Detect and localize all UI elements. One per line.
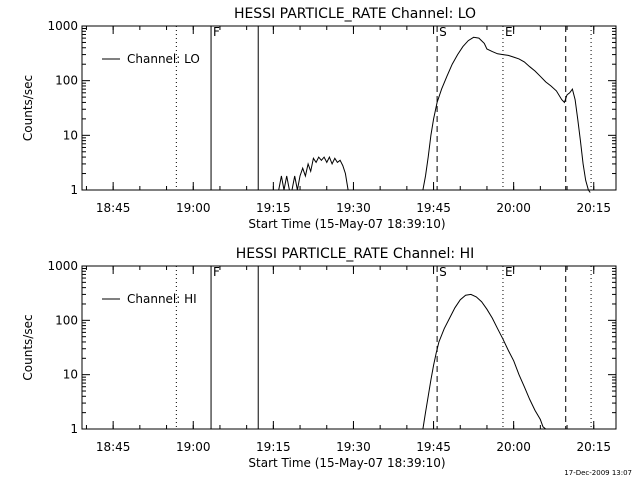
event-marker-label: S [439,265,447,279]
x-axis-label: Start Time (15-May-07 18:39:10) [248,456,445,470]
event-marker-label: E [505,25,513,39]
x-tick-label: 19:45 [416,201,451,215]
y-tick-label: 10 [63,128,78,142]
x-tick-label: 19:30 [336,201,371,215]
y-tick-label: 10 [63,368,78,382]
x-tick-label: 19:15 [256,201,291,215]
series-line [422,293,547,430]
x-tick-label: 19:30 [336,440,371,454]
legend-entry: Channel: LO [127,52,200,66]
x-tick-label: 19:15 [256,440,291,454]
plot-frame [81,25,617,191]
x-tick-label: 19:45 [416,440,451,454]
footer-date: 17-Dec-2009 13:07 [564,469,632,477]
y-tick-label: 1 [70,422,78,436]
y-tick-label: 1000 [47,259,78,273]
y-tick-label: 100 [55,313,78,327]
x-tick-label: 20:00 [496,440,531,454]
event-marker-label: F [213,25,220,39]
x-tick-label: 20:00 [496,201,531,215]
x-tick-label: 19:00 [176,201,211,215]
y-tick-label: 1 [70,183,78,197]
plot-frame [81,265,617,430]
x-tick-label: 18:45 [96,440,131,454]
chart-title: HESSI PARTICLE_RATE Channel: HI [236,246,474,262]
y-tick-label: 100 [55,74,78,88]
x-tick-label: 20:15 [576,201,611,215]
x-tick-label: 18:45 [96,201,131,215]
legend-entry: Channel: HI [127,292,197,306]
y-tick-label: 1000 [47,19,78,33]
y-axis-label: Counts/sec [21,75,35,141]
x-tick-label: 19:00 [176,440,211,454]
x-tick-label: 20:15 [576,440,611,454]
event-marker-label: S [439,25,447,39]
series-line [278,36,591,193]
x-axis-label: Start Time (15-May-07 18:39:10) [248,217,445,231]
event-marker-label: E [505,265,513,279]
chart-title: HESSI PARTICLE_RATE Channel: LO [234,6,476,22]
y-axis-label: Counts/sec [21,314,35,380]
event-marker-label: F [213,265,220,279]
